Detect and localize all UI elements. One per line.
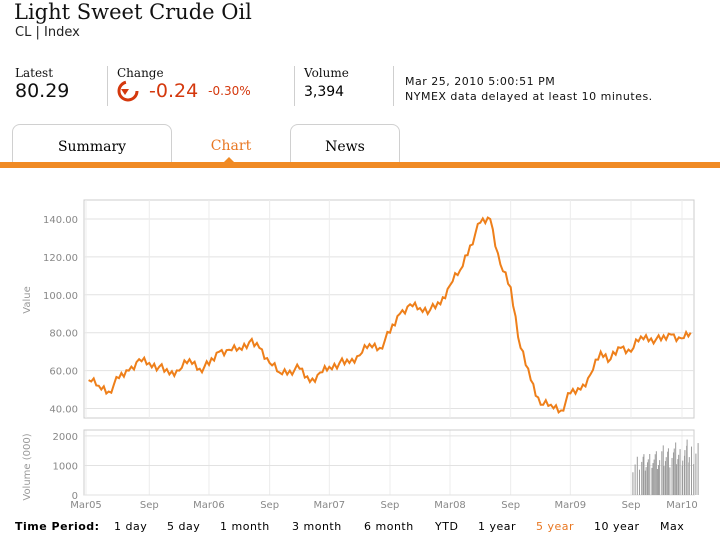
period-1-month[interactable]: 1 month [220, 520, 270, 533]
volume-tick-label: 0 [72, 491, 78, 502]
separator: | [35, 25, 40, 40]
latest-label: Latest [15, 66, 54, 80]
active-tab-indicator [223, 157, 235, 163]
divider [393, 66, 394, 106]
tab-chart[interactable]: Chart [210, 138, 252, 154]
y-tick-label: 60.00 [49, 367, 78, 378]
x-tick-label: Mar08 [434, 500, 466, 511]
period-ytd[interactable]: YTD [435, 520, 459, 533]
y-tick-label: 120.00 [43, 253, 78, 264]
period-10-year[interactable]: 10 year [594, 520, 640, 533]
symbol: CL [15, 25, 32, 40]
latest-value: 80.29 [15, 80, 70, 102]
volume-label: Volume [304, 66, 349, 80]
period-5-year[interactable]: 5 year [536, 520, 575, 533]
change-box: Change -0.24 -0.30% [117, 66, 297, 106]
page-title: Light Sweet Crude Oil [14, 0, 252, 24]
change-label: Change [117, 66, 164, 80]
x-tick-label: Sep [260, 500, 279, 511]
tab-underline [0, 162, 720, 168]
volume-tick-label: 1000 [53, 461, 78, 472]
tab-summary[interactable]: Summary [12, 124, 172, 162]
tab-news[interactable]: News [290, 124, 400, 162]
latest-box: Latest 80.29 [15, 66, 105, 106]
y-tick-label: 80.00 [49, 329, 78, 340]
volume-box: Volume 3,394 [304, 66, 394, 106]
x-tick-label: Mar07 [314, 500, 346, 511]
down-arrow-circle-icon [117, 80, 139, 102]
delay-note: NYMEX data delayed at least 10 minutes. [405, 90, 653, 103]
index-link[interactable]: Index [44, 25, 80, 40]
x-tick-label: Mar09 [555, 500, 587, 511]
tab-bar: Summary Chart News [0, 124, 720, 164]
change-percent: -0.30% [208, 84, 251, 98]
x-tick-label: Sep [381, 500, 400, 511]
x-tick-label: Mar06 [193, 500, 225, 511]
price-series-line [88, 216, 692, 415]
plot-frame [83, 199, 695, 419]
x-tick-label: Sep [622, 500, 641, 511]
timestamp: Mar 25, 2010 5:00:51 PM [405, 75, 556, 88]
x-tick-label: Mar05 [70, 500, 102, 511]
divider [294, 66, 295, 106]
volume-frame [83, 429, 695, 496]
y-tick-label: 40.00 [49, 405, 78, 416]
divider [107, 66, 108, 106]
y-axis-label: Value [22, 286, 33, 313]
period-1-year[interactable]: 1 year [478, 520, 517, 533]
y-tick-label: 140.00 [43, 215, 78, 226]
period-6-month[interactable]: 6 month [364, 520, 414, 533]
time-period-label: Time Period: [15, 520, 100, 533]
period-max[interactable]: Max [660, 520, 685, 533]
x-tick-label: Mar10 [666, 500, 698, 511]
y-tick-label: 100.00 [43, 291, 78, 302]
change-value: -0.24 [149, 80, 199, 102]
x-tick-label: Sep [501, 500, 520, 511]
volume-tick-label: 2000 [53, 432, 78, 443]
volume-value: 3,394 [304, 84, 345, 100]
volume-axis-label: Volume (000) [22, 433, 33, 500]
x-tick-label: Sep [140, 500, 159, 511]
period-3-month[interactable]: 3 month [292, 520, 342, 533]
symbol-line: CL | Index [15, 25, 80, 40]
period-1-day[interactable]: 1 day [114, 520, 148, 533]
period-5-day[interactable]: 5 day [167, 520, 201, 533]
